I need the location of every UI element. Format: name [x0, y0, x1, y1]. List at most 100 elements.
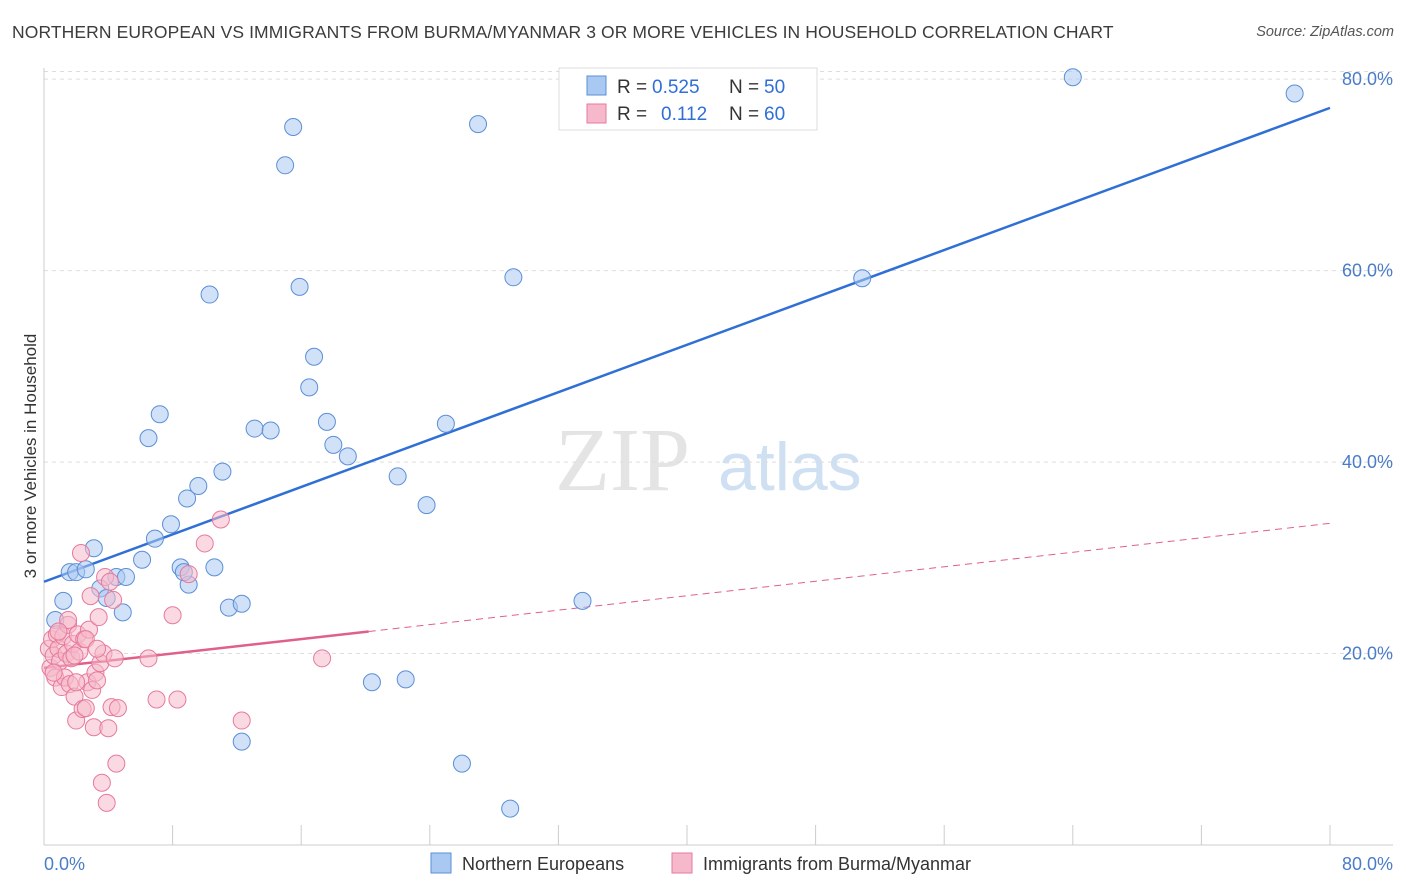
point-burma-myanmar-45 — [147, 690, 166, 709]
legend-swatch-pink — [586, 103, 607, 124]
point-northern-european-47 — [1285, 84, 1304, 103]
point-burma-myanmar-53 — [67, 673, 86, 692]
point-burma-myanmar-58 — [49, 622, 68, 641]
legend-r-label-pink: R = — [617, 104, 647, 125]
y-tick-label-60: 60.0% — [1342, 261, 1393, 281]
point-northern-european-38 — [417, 496, 436, 515]
point-northern-european-33 — [324, 435, 343, 454]
trend-lines — [43, 106, 1331, 670]
point-burma-myanmar-37 — [99, 719, 118, 738]
legend-n-label-blue: N = — [729, 77, 759, 98]
bottom-legend-swatch-blue — [430, 852, 452, 874]
point-northern-european-40 — [452, 754, 471, 773]
chart-source: Source: ZipAtlas.com — [1256, 24, 1394, 40]
point-northern-european-32 — [317, 412, 336, 431]
axes — [43, 68, 1393, 846]
point-northern-european-26 — [261, 421, 280, 440]
point-northern-european-9 — [116, 567, 135, 586]
point-northern-european-22 — [213, 462, 232, 481]
point-northern-european-1 — [54, 591, 73, 610]
point-burma-myanmar-44 — [139, 649, 158, 668]
point-burma-myanmar-59 — [65, 646, 84, 665]
point-burma-myanmar-48 — [179, 565, 198, 584]
point-burma-myanmar-40 — [104, 590, 123, 609]
point-burma-myanmar-57 — [88, 639, 107, 658]
point-northern-european-31 — [305, 347, 324, 366]
y-axis-title: 3 or more Vehicles in Household — [21, 334, 40, 579]
legend: R = 0.525 N = 50 R = 0.112 N = 60 — [558, 67, 818, 131]
bottom-legend-label-pink: Immigrants from Burma/Myanmar — [703, 854, 971, 874]
bottom-legend-swatch-pink — [671, 852, 693, 874]
point-northern-european-44 — [573, 591, 592, 610]
point-burma-myanmar-38 — [100, 572, 119, 591]
point-northern-european-17 — [178, 489, 197, 508]
trend-line-2 — [368, 522, 1331, 633]
legend-r-value-pink: 0.112 — [661, 104, 707, 125]
point-burma-myanmar-52 — [313, 649, 332, 668]
chart-title: NORTHERN EUROPEAN VS IMMIGRANTS FROM BUR… — [12, 22, 1114, 42]
point-northern-european-21 — [205, 558, 224, 577]
point-northern-european-48 — [232, 732, 251, 751]
bottom-legend-label-blue: Northern Europeans — [462, 854, 624, 874]
point-northern-european-27 — [276, 156, 295, 175]
point-burma-myanmar-50 — [211, 510, 230, 529]
point-burma-myanmar-51 — [232, 711, 251, 730]
point-burma-myanmar-49 — [195, 534, 214, 553]
point-northern-european-42 — [501, 799, 520, 818]
point-northern-european-24 — [232, 594, 251, 613]
point-burma-myanmar-42 — [107, 754, 126, 773]
point-burma-myanmar-33 — [92, 773, 111, 792]
point-burma-myanmar-20 — [71, 544, 90, 563]
data-points — [39, 68, 1304, 818]
point-northern-european-4 — [76, 560, 95, 579]
point-northern-european-20 — [200, 285, 219, 304]
point-burma-myanmar-41 — [105, 649, 124, 668]
watermark-atlas: atlas — [718, 429, 862, 505]
point-burma-myanmar-26 — [81, 587, 100, 606]
point-northern-european-11 — [133, 550, 152, 569]
legend-n-label-pink: N = — [729, 104, 759, 125]
legend-r-value-blue: 0.525 — [652, 77, 700, 98]
point-burma-myanmar-30 — [88, 671, 107, 690]
point-northern-european-39 — [436, 414, 455, 433]
y-tick-label-20: 20.0% — [1342, 644, 1393, 664]
point-northern-european-25 — [245, 419, 264, 438]
point-burma-myanmar-47 — [168, 690, 187, 709]
point-northern-european-43 — [504, 268, 523, 287]
trend-line-0 — [43, 106, 1331, 583]
point-northern-european-10 — [113, 603, 132, 622]
point-burma-myanmar-23 — [76, 699, 95, 718]
legend-r-label-blue: R = — [617, 77, 647, 98]
bottom-legend: Northern Europeans Immigrants from Burma… — [430, 852, 971, 874]
point-northern-european-29 — [290, 277, 309, 296]
point-northern-european-36 — [388, 467, 407, 486]
point-northern-european-41 — [469, 115, 488, 134]
point-northern-european-13 — [145, 529, 164, 548]
point-northern-european-37 — [396, 670, 415, 689]
point-northern-european-12 — [139, 429, 158, 448]
y-tick-label-80: 80.0% — [1342, 69, 1393, 89]
point-burma-myanmar-55 — [44, 663, 63, 682]
point-burma-myanmar-54 — [59, 611, 78, 630]
point-burma-myanmar-31 — [89, 608, 108, 627]
point-northern-european-15 — [161, 515, 180, 534]
point-northern-european-46 — [1063, 68, 1082, 87]
legend-swatch-blue — [586, 75, 607, 96]
point-northern-european-35 — [362, 673, 381, 692]
watermark-zip: ZIP — [555, 411, 690, 510]
legend-n-value-pink: 60 — [764, 104, 785, 125]
point-northern-european-14 — [150, 405, 169, 424]
point-northern-european-34 — [338, 447, 357, 466]
point-burma-myanmar-36 — [97, 793, 116, 812]
point-burma-myanmar-46 — [163, 606, 182, 625]
point-northern-european-19 — [189, 477, 208, 496]
x-tick-label-min: 0.0% — [44, 854, 85, 874]
x-tick-label-max: 80.0% — [1342, 854, 1393, 874]
point-burma-myanmar-43 — [108, 699, 127, 718]
y-tick-label-40: 40.0% — [1342, 452, 1393, 472]
point-northern-european-30 — [300, 378, 319, 397]
legend-n-value-blue: 50 — [764, 77, 785, 98]
point-northern-european-45 — [853, 269, 872, 288]
point-northern-european-28 — [284, 118, 303, 137]
